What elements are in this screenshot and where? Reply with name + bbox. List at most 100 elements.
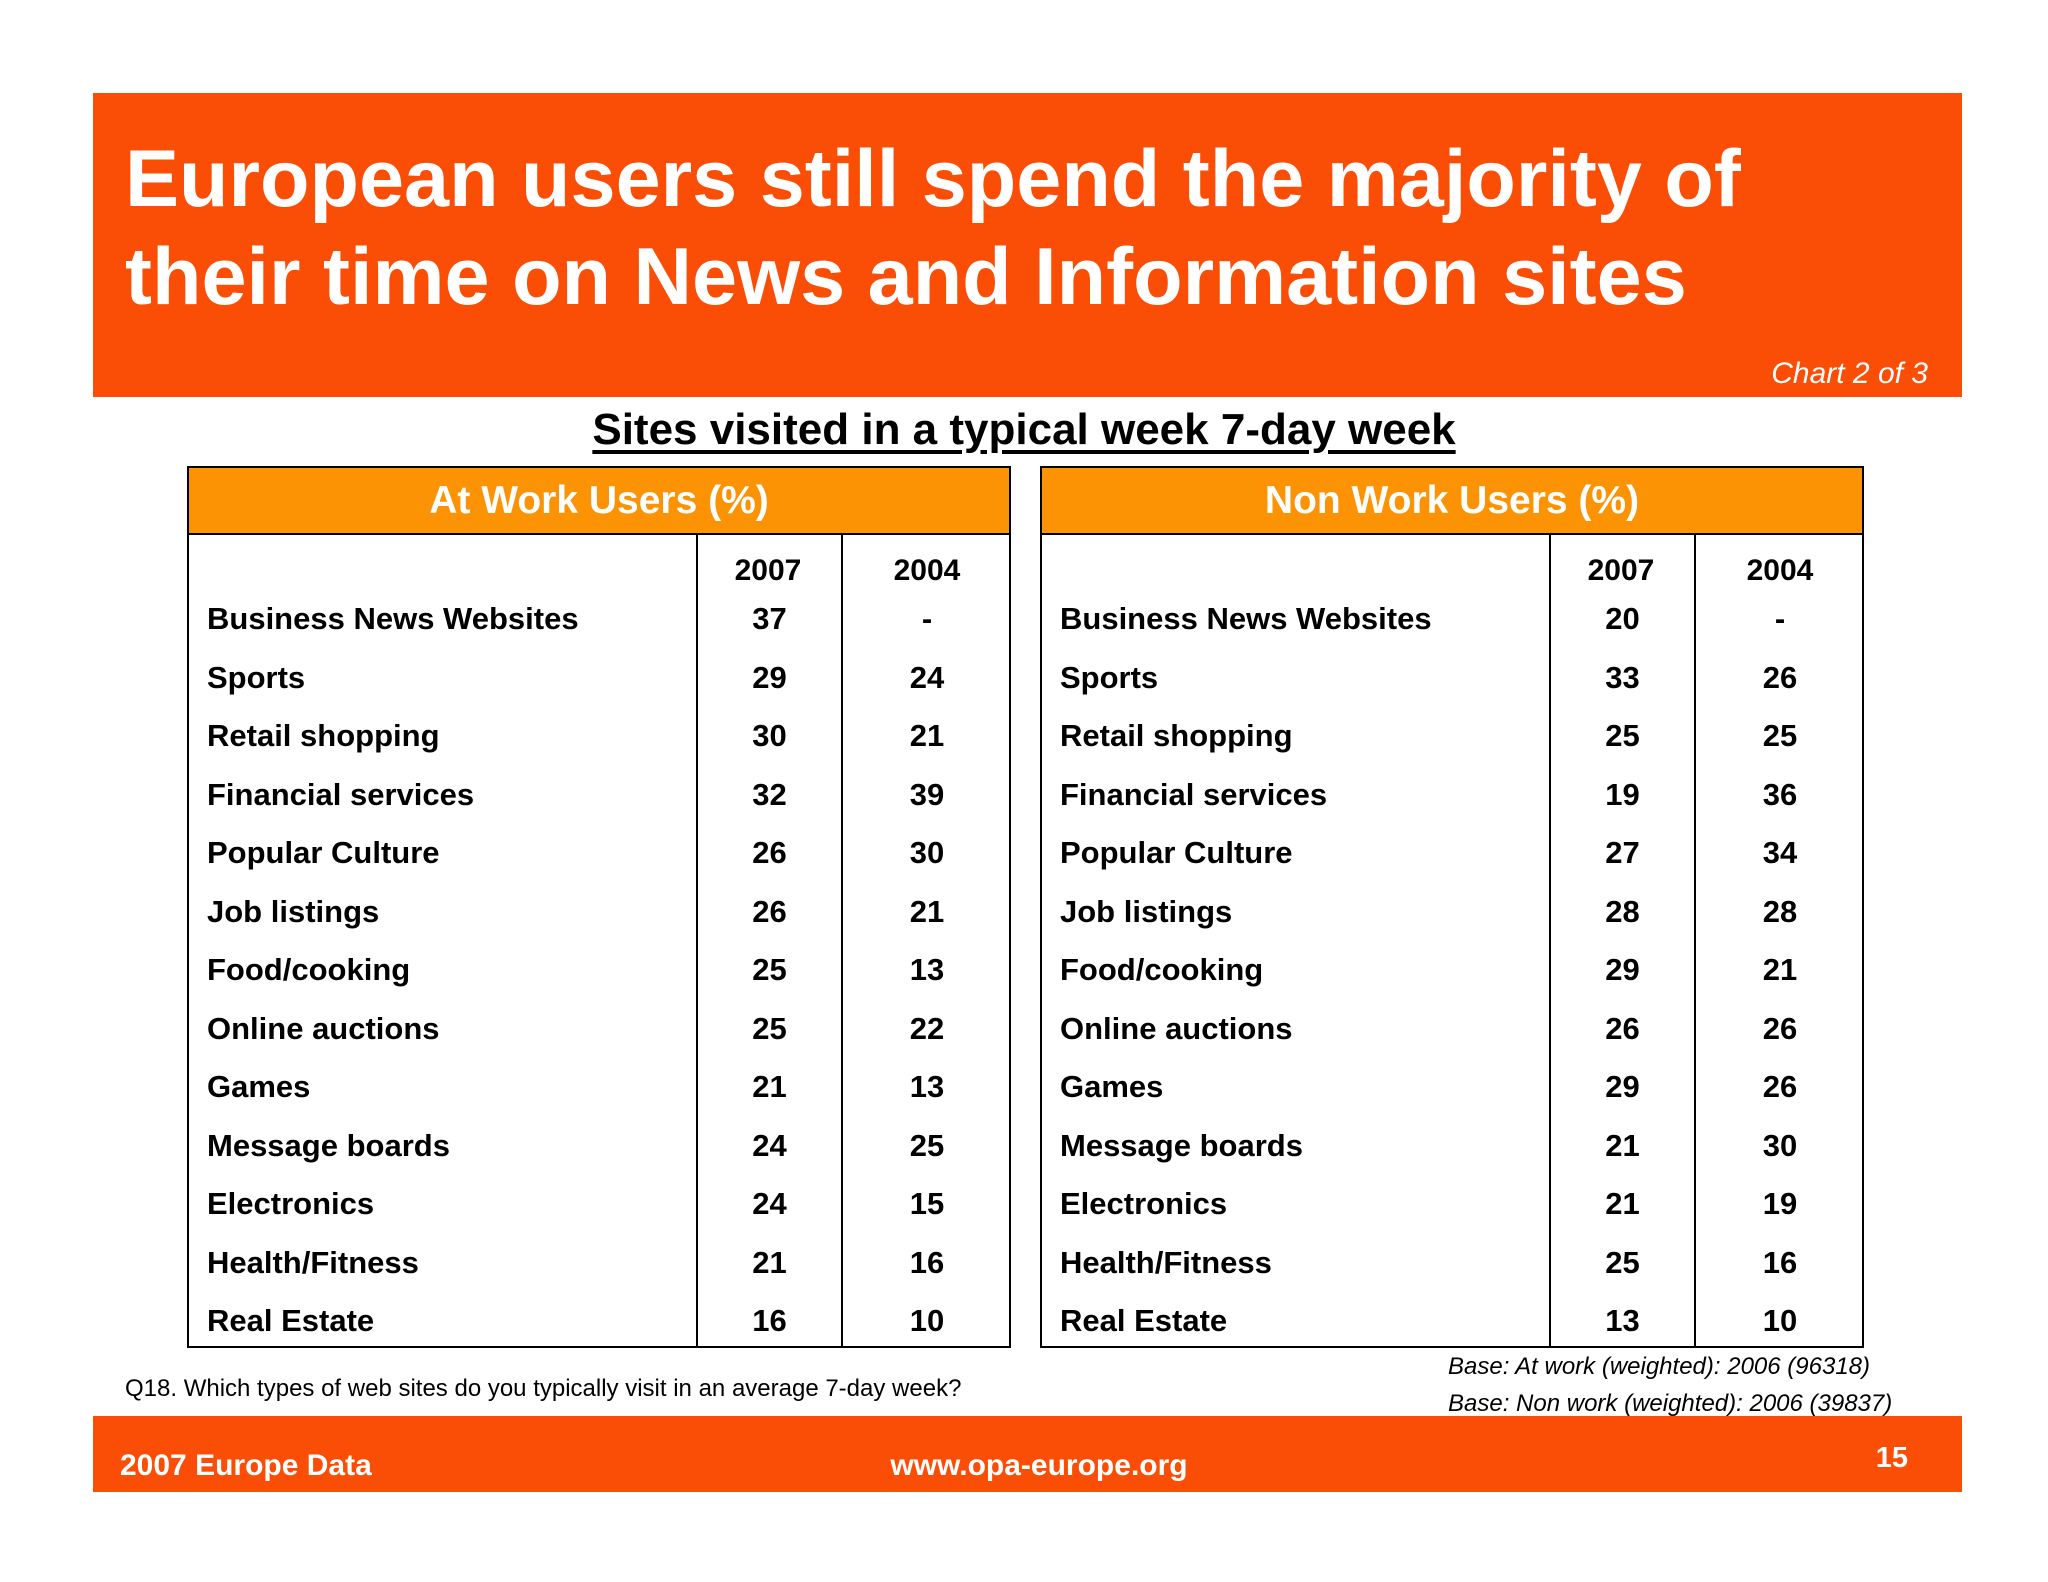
value-2004: 30: [1762, 1127, 1798, 1163]
value-2004: 36: [1762, 776, 1798, 812]
row-label: Message boards: [207, 1127, 450, 1163]
value-2007: 33: [1605, 659, 1640, 695]
value-2007: 21: [752, 1069, 787, 1104]
row-label: Health/Fitness: [1060, 1244, 1272, 1280]
row-label: Retail shopping: [1060, 718, 1293, 753]
column-header-2004: 2004: [1746, 554, 1814, 587]
column-header-2007: 2007: [734, 554, 802, 587]
value-2007: 26: [752, 835, 787, 870]
table-rows: Business News Websites 37 - Sports 29 24 Retai…: [189, 601, 1009, 1362]
value-2004: 21: [909, 718, 945, 753]
table-row: Message boards 24 25: [189, 1128, 1009, 1187]
value-2004: 19: [1762, 1186, 1798, 1221]
row-label: Popular Culture: [1060, 835, 1293, 870]
row-label: Business News Websites: [1060, 601, 1432, 636]
column-header-2004: 2004: [893, 554, 961, 587]
value-2004: 26: [1762, 1069, 1798, 1104]
table-row: Job listings 26 21: [189, 894, 1009, 953]
value-2007: 25: [1605, 718, 1640, 753]
table-row: Retail shopping 25 25: [1042, 718, 1862, 777]
value-2004: -: [921, 601, 933, 636]
value-2007: 37: [752, 601, 787, 636]
column-divider: [1694, 535, 1696, 1346]
survey-question: Q18. Which types of web sites do you typ…: [125, 1375, 962, 1402]
table-row: Popular Culture 26 30: [189, 835, 1009, 894]
value-2007: 19: [1605, 776, 1640, 812]
row-label: Electronics: [207, 1186, 375, 1221]
table-row: Sports 33 26: [1042, 660, 1862, 719]
header-band: [93, 93, 1962, 397]
row-label: Real Estate: [1060, 1303, 1228, 1338]
row-label: Job listings: [1060, 893, 1233, 929]
row-label: Popular Culture: [207, 835, 440, 870]
row-label: Food/cooking: [1060, 952, 1264, 987]
value-2004: 26: [1762, 659, 1798, 695]
table-row: Business News Websites 20 -: [1042, 601, 1862, 660]
value-2007: 29: [752, 659, 787, 695]
row-label: Online auctions: [1060, 1010, 1293, 1046]
column-divider: [841, 535, 843, 1346]
table-row: Financial services 32 39: [189, 777, 1009, 836]
value-2004: 26: [1762, 1010, 1798, 1046]
row-label: Job listings: [207, 893, 380, 929]
value-2004: 16: [1762, 1244, 1798, 1280]
value-2004: 10: [1762, 1303, 1798, 1338]
table-row: Games 21 13: [189, 1069, 1009, 1128]
table-subtitle: Sites visited in a typical week 7-day we…: [592, 405, 1456, 454]
row-label: Electronics: [1060, 1186, 1228, 1221]
value-2004: 13: [909, 952, 945, 987]
value-2007: 21: [752, 1244, 787, 1280]
footer-label: 2007 Europe Data: [120, 1449, 372, 1482]
value-2004: 10: [909, 1303, 945, 1338]
value-2007: 25: [752, 952, 787, 987]
value-2004: 21: [1762, 952, 1798, 987]
column-header-2007: 2007: [1587, 554, 1655, 587]
row-label: Business News Websites: [207, 601, 579, 636]
page-title: European users still spend the majority …: [125, 130, 1905, 326]
table-row: Real Estate 16 10: [189, 1303, 1009, 1362]
value-2007: 29: [1605, 1069, 1640, 1104]
table-row: Real Estate 13 10: [1042, 1303, 1862, 1362]
footer-website-link[interactable]: www.opa-europe.org: [890, 1449, 1188, 1482]
panel-header: Non Work Users (%): [1042, 468, 1862, 535]
title-line-2: their time on News and Information sites: [125, 232, 1687, 322]
value-2007: 26: [752, 893, 787, 929]
value-2007: 25: [752, 1010, 787, 1046]
table-row: Online auctions 25 22: [189, 1011, 1009, 1070]
value-2004: 21: [909, 893, 945, 929]
base-note-non-work: Base: Non work (weighted): 2006 (39837): [1448, 1390, 1893, 1417]
row-label: Real Estate: [207, 1303, 375, 1338]
value-2007: 24: [752, 1127, 787, 1163]
table-row: Job listings 28 28: [1042, 894, 1862, 953]
row-label: Sports: [207, 659, 306, 695]
at-work-users-table: At Work Users (%) 2007 2004 Business New…: [187, 466, 1011, 1348]
row-label: Sports: [1060, 659, 1159, 695]
value-2007: 28: [1605, 893, 1640, 929]
row-label: Message boards: [1060, 1127, 1303, 1163]
value-2007: 30: [752, 718, 787, 753]
page-number: 15: [1875, 1442, 1908, 1474]
value-2004: -: [1774, 601, 1786, 636]
table-row: Health/Fitness 21 16: [189, 1245, 1009, 1304]
row-label: Games: [1060, 1069, 1164, 1104]
table-row: Online auctions 26 26: [1042, 1011, 1862, 1070]
value-2004: 13: [909, 1069, 945, 1104]
panel-header: At Work Users (%): [189, 468, 1009, 535]
value-2004: 28: [1762, 893, 1798, 929]
row-label: Online auctions: [207, 1010, 440, 1046]
value-2004: 34: [1762, 835, 1798, 870]
table-row: Electronics 21 19: [1042, 1186, 1862, 1245]
value-2007: 21: [1605, 1186, 1640, 1221]
value-2004: 25: [909, 1127, 945, 1163]
base-note-at-work: Base: At work (weighted): 2006 (96318): [1448, 1353, 1871, 1380]
value-2007: 32: [752, 776, 787, 812]
column-divider: [1549, 535, 1551, 1346]
value-2007: 21: [1605, 1127, 1640, 1163]
table-row: Retail shopping 30 21: [189, 718, 1009, 777]
column-divider: [696, 535, 698, 1346]
table-row: Games 29 26: [1042, 1069, 1862, 1128]
value-2007: 20: [1605, 601, 1640, 636]
table-row: Food/cooking 25 13: [189, 952, 1009, 1011]
value-2007: 26: [1605, 1010, 1640, 1046]
table-row: Sports 29 24: [189, 660, 1009, 719]
